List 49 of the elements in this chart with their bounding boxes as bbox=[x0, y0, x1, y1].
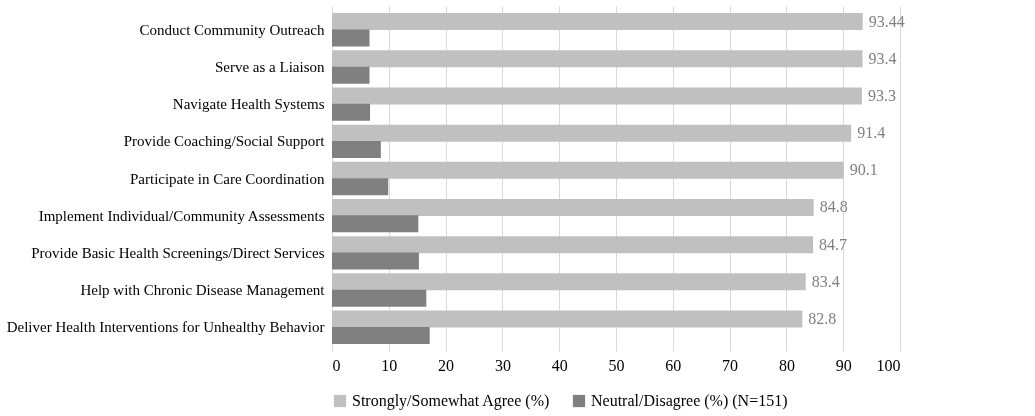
x-tick-label: 20 bbox=[438, 356, 455, 374]
bar bbox=[332, 326, 430, 344]
data-label: 83.4 bbox=[811, 272, 840, 290]
data-label: 90.1 bbox=[849, 161, 878, 179]
y-tick-label: Help with Chronic Disease Management bbox=[80, 282, 326, 299]
bar bbox=[332, 50, 863, 68]
legend-label: Strongly/Somewhat Agree (%) bbox=[352, 392, 550, 410]
y-tick-label: Provide Basic Health Screenings/Direct Services bbox=[31, 244, 325, 261]
bar bbox=[332, 141, 381, 158]
y-tick-label: Deliver Health Interventions for Unhealthy Behavior bbox=[6, 319, 325, 336]
y-tick-label: Serve as a Liaison bbox=[214, 58, 325, 75]
data-label: 91.4 bbox=[857, 124, 886, 142]
bar bbox=[332, 199, 814, 216]
bar bbox=[332, 103, 371, 121]
x-tick-label: 50 bbox=[608, 356, 625, 374]
bar bbox=[332, 289, 427, 307]
data-label: 93.4 bbox=[868, 49, 897, 67]
y-tick-label: Navigate Health Systems bbox=[172, 96, 325, 113]
legend-label: Neutral/Disagree (%) (N=151) bbox=[591, 392, 788, 410]
data-label: 82.8 bbox=[808, 310, 837, 328]
x-tick-label: 90 bbox=[835, 356, 852, 374]
x-tick-label: 0 bbox=[332, 356, 341, 374]
bar bbox=[332, 273, 806, 291]
x-tick-label: 30 bbox=[494, 356, 511, 374]
data-label: 84.8 bbox=[819, 198, 848, 216]
data-label: 93.3 bbox=[867, 86, 896, 104]
y-tick-label: Provide Coaching/Social Support bbox=[123, 133, 326, 150]
x-tick-label: 60 bbox=[665, 356, 682, 374]
y-tick-label: Participate in Care Coordination bbox=[129, 170, 325, 187]
y-tick-label: Conduct Community Outreach bbox=[139, 21, 325, 38]
bar bbox=[332, 161, 844, 179]
x-tick-label: 10 bbox=[381, 356, 398, 374]
bar bbox=[332, 87, 862, 105]
bar bbox=[332, 178, 389, 196]
bar bbox=[332, 215, 419, 233]
bar bbox=[332, 236, 814, 254]
data-label: 93.44 bbox=[868, 12, 905, 30]
bar bbox=[332, 124, 852, 142]
bar bbox=[332, 252, 419, 270]
y-tick-label: Implement Individual/Community Assessments bbox=[38, 207, 325, 224]
bar bbox=[332, 13, 863, 31]
x-tick-label: 40 bbox=[551, 356, 568, 374]
x-tick-label: 70 bbox=[722, 356, 739, 374]
bar bbox=[332, 66, 370, 84]
x-tick-label: 100 bbox=[876, 356, 901, 374]
data-label: 84.7 bbox=[819, 235, 848, 253]
bar bbox=[332, 310, 803, 328]
x-tick-label: 80 bbox=[778, 356, 795, 374]
bar bbox=[332, 29, 370, 47]
